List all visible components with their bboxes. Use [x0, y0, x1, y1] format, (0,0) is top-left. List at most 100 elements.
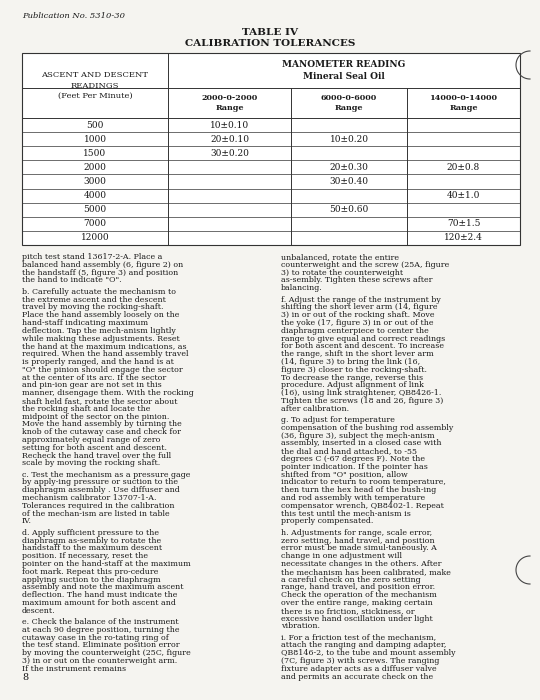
Text: the hand at the maximum indications, as: the hand at the maximum indications, as	[22, 342, 187, 350]
Text: pitch test stand 13617-2-A. Place a: pitch test stand 13617-2-A. Place a	[22, 253, 163, 261]
Text: 3000: 3000	[84, 177, 106, 186]
Text: IV.: IV.	[22, 517, 32, 526]
Text: and pin-ion gear are not set in this: and pin-ion gear are not set in this	[22, 382, 162, 389]
Text: handstaff to the maximum descent: handstaff to the maximum descent	[22, 545, 162, 552]
Text: assembly and note the maximum ascent: assembly and note the maximum ascent	[22, 583, 184, 592]
Text: TABLE IV: TABLE IV	[242, 28, 298, 37]
Text: setting for both ascent and descent.: setting for both ascent and descent.	[22, 444, 167, 452]
Text: and permits an accurate check on the: and permits an accurate check on the	[281, 673, 433, 680]
Text: fixture adapter acts as a diffuser valve: fixture adapter acts as a diffuser valve	[281, 665, 437, 673]
Text: travel by moving the rocking-shaft.: travel by moving the rocking-shaft.	[22, 303, 164, 312]
Text: 1000: 1000	[84, 134, 106, 144]
Text: the handstaff (5, figure 3) and position: the handstaff (5, figure 3) and position	[22, 269, 178, 276]
Text: (7C, figure 3) with screws. The ranging: (7C, figure 3) with screws. The ranging	[281, 657, 440, 665]
Text: properly compensated.: properly compensated.	[281, 517, 373, 526]
Text: 70±1.5: 70±1.5	[447, 219, 480, 228]
Text: compensator wrench, QB8402-1. Repeat: compensator wrench, QB8402-1. Repeat	[281, 502, 444, 510]
Text: Publication No. 5310-30: Publication No. 5310-30	[22, 12, 125, 20]
Text: error must be made simul-taneously. A: error must be made simul-taneously. A	[281, 545, 437, 552]
Text: 12000: 12000	[80, 233, 109, 242]
Text: position. If necessary, reset the: position. If necessary, reset the	[22, 552, 148, 560]
Text: range, hand travel, and position error.: range, hand travel, and position error.	[281, 583, 435, 592]
Text: 3) in or out on the counterweight arm.: 3) in or out on the counterweight arm.	[22, 657, 177, 665]
Text: (16), using link straightener, QB8426-1.: (16), using link straightener, QB8426-1.	[281, 389, 441, 397]
Text: the rocking shaft and locate the: the rocking shaft and locate the	[22, 405, 150, 413]
Text: CALIBRATION TOLERANCES: CALIBRATION TOLERANCES	[185, 39, 355, 48]
Text: "O" the pinion should engage the sector: "O" the pinion should engage the sector	[22, 365, 183, 374]
Text: then turn the hex head of the bush-ing: then turn the hex head of the bush-ing	[281, 486, 436, 494]
Text: and rod assembly with temperature: and rod assembly with temperature	[281, 494, 425, 502]
Text: indicator to return to room temperature,: indicator to return to room temperature,	[281, 478, 446, 486]
Text: the extreme ascent and the descent: the extreme ascent and the descent	[22, 295, 166, 304]
Text: as-sembly. Tighten these screws after: as-sembly. Tighten these screws after	[281, 276, 433, 284]
Text: 4000: 4000	[84, 191, 106, 200]
Text: g. To adjust for temperature: g. To adjust for temperature	[281, 416, 395, 424]
Text: balancing.: balancing.	[281, 284, 323, 292]
Text: by moving the counterweight (25C, figure: by moving the counterweight (25C, figure	[22, 649, 191, 657]
Text: balanced hand assembly (6, figure 2) on: balanced hand assembly (6, figure 2) on	[22, 261, 183, 269]
Text: change in one adjustment will: change in one adjustment will	[281, 552, 402, 560]
Text: there is no friction, stickiness, or: there is no friction, stickiness, or	[281, 607, 415, 615]
Text: 1500: 1500	[84, 149, 106, 158]
Text: manner, disengage them. With the rocking: manner, disengage them. With the rocking	[22, 389, 194, 397]
Text: 2000-0-2000
Range: 2000-0-2000 Range	[201, 94, 258, 112]
Text: hand-staff indicating maximum: hand-staff indicating maximum	[22, 319, 148, 327]
Text: range to give equal and correct readings: range to give equal and correct readings	[281, 335, 446, 342]
Text: approximately equal range of zero: approximately equal range of zero	[22, 436, 160, 444]
Text: 20±0.30: 20±0.30	[329, 163, 368, 172]
Text: To decrease the range, reverse this: To decrease the range, reverse this	[281, 374, 423, 382]
Text: 2000: 2000	[84, 163, 106, 172]
Text: pointer on the hand-staff at the maximum: pointer on the hand-staff at the maximum	[22, 560, 191, 568]
Text: pointer indication. If the pointer has: pointer indication. If the pointer has	[281, 463, 428, 471]
Text: after calibration.: after calibration.	[281, 405, 349, 413]
Text: Tolerances required in the calibration: Tolerances required in the calibration	[22, 502, 174, 510]
Text: 5000: 5000	[84, 205, 106, 214]
Text: over the entire range, making certain: over the entire range, making certain	[281, 599, 433, 607]
Text: the hand to indicate "O".: the hand to indicate "O".	[22, 276, 122, 284]
Text: diaphragm centerpiece to center the: diaphragm centerpiece to center the	[281, 327, 429, 335]
Text: deflection. Tap the mech-anism lightly: deflection. Tap the mech-anism lightly	[22, 327, 176, 335]
Text: d. Apply sufficient pressure to the: d. Apply sufficient pressure to the	[22, 528, 159, 537]
Text: If the instrument remains: If the instrument remains	[22, 665, 126, 673]
Text: QB8146-2, to the tube and mount assembly: QB8146-2, to the tube and mount assembly	[281, 649, 456, 657]
Text: f. Adjust the range of the instrument by: f. Adjust the range of the instrument by	[281, 295, 441, 304]
Text: shifted from "O" position, allow: shifted from "O" position, allow	[281, 470, 408, 479]
Text: knob of the cutaway case and check for: knob of the cutaway case and check for	[22, 428, 181, 436]
Text: the test stand. Eliminate position error: the test stand. Eliminate position error	[22, 641, 180, 650]
Text: (14, figure 3) to bring the link (16,: (14, figure 3) to bring the link (16,	[281, 358, 420, 366]
Text: Check the operation of the mechanism: Check the operation of the mechanism	[281, 591, 437, 599]
Text: Move the hand assembly by turning the: Move the hand assembly by turning the	[22, 420, 182, 428]
Text: e. Check the balance of the instrument: e. Check the balance of the instrument	[22, 618, 179, 626]
Text: the mechanism has been calibrated, make: the mechanism has been calibrated, make	[281, 568, 451, 575]
Text: procedure. Adjust alignment of link: procedure. Adjust alignment of link	[281, 382, 424, 389]
Text: h. Adjustments for range, scale error,: h. Adjustments for range, scale error,	[281, 528, 432, 537]
Text: shaft held fast, rotate the sector about: shaft held fast, rotate the sector about	[22, 397, 178, 405]
Text: diaphragm as-sembly to rotate the: diaphragm as-sembly to rotate the	[22, 536, 161, 545]
Text: Tighten the screws (18 and 26, figure 3): Tighten the screws (18 and 26, figure 3)	[281, 397, 443, 405]
Text: vibration.: vibration.	[281, 622, 320, 630]
Text: Place the hand assembly loosely on the: Place the hand assembly loosely on the	[22, 311, 179, 319]
Text: compensation of the bushing rod assembly: compensation of the bushing rod assembly	[281, 424, 454, 432]
Text: necessitate changes in the others. After: necessitate changes in the others. After	[281, 560, 442, 568]
Text: 20±0.10: 20±0.10	[210, 134, 249, 144]
Text: counterweight and the screw (25A, figure: counterweight and the screw (25A, figure	[281, 261, 449, 269]
Text: 10±0.20: 10±0.20	[329, 134, 368, 144]
Text: the yoke (17, figure 3) in or out of the: the yoke (17, figure 3) in or out of the	[281, 319, 434, 327]
Text: of the mechan-ism are listed in table: of the mechan-ism are listed in table	[22, 510, 170, 517]
Text: figure 3) closer to the rocking-shaft.: figure 3) closer to the rocking-shaft.	[281, 365, 427, 374]
Text: 14000-0-14000
Range: 14000-0-14000 Range	[429, 94, 497, 112]
Text: 30±0.40: 30±0.40	[329, 177, 368, 186]
Text: 3) to rotate the counterweight: 3) to rotate the counterweight	[281, 269, 403, 276]
Text: shifting the short lever arm (14, figure: shifting the short lever arm (14, figure	[281, 303, 437, 312]
Text: unbalanced, rotate the entire: unbalanced, rotate the entire	[281, 253, 399, 261]
Text: c. Test the mechanism as a pressure gage: c. Test the mechanism as a pressure gage	[22, 470, 191, 479]
Text: a careful check on the zero setting: a careful check on the zero setting	[281, 575, 421, 584]
Text: i. For a friction test of the mechanism,: i. For a friction test of the mechanism,	[281, 634, 436, 642]
Text: ASCENT AND DESCENT
READINGS
(Feet Per Minute): ASCENT AND DESCENT READINGS (Feet Per Mi…	[42, 71, 148, 100]
Text: 10±0.10: 10±0.10	[210, 120, 249, 130]
Text: maximum amount for both ascent and: maximum amount for both ascent and	[22, 599, 176, 607]
Text: 6000-0-6000
Range: 6000-0-6000 Range	[321, 94, 377, 112]
Text: descent.: descent.	[22, 607, 56, 615]
Text: by apply-ing pressure or suction to the: by apply-ing pressure or suction to the	[22, 478, 178, 486]
Text: 120±2.4: 120±2.4	[444, 233, 483, 242]
